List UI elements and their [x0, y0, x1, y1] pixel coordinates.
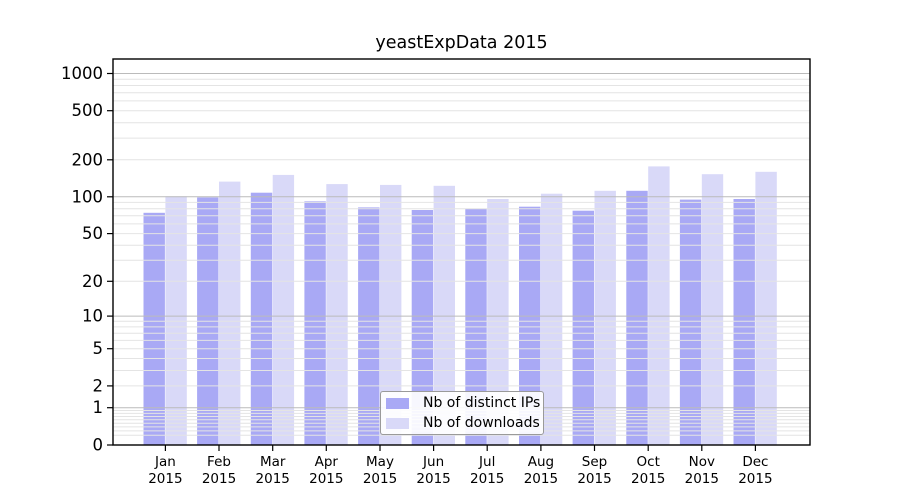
x-tick-label-year: 2015 — [631, 471, 665, 487]
x-tick-label-year: 2015 — [309, 471, 343, 487]
x-tick-label-year: 2015 — [524, 471, 558, 487]
x-tick-label-year: 2015 — [202, 471, 236, 487]
bar-jan-distinct-ips — [143, 212, 165, 445]
x-tick-label-year: 2015 — [416, 471, 450, 487]
x-tick-label-month: Aug — [528, 454, 554, 470]
x-tick-label-month: Feb — [207, 454, 231, 470]
bar-sep-downloads — [594, 190, 616, 445]
bar-may-downloads — [380, 184, 402, 445]
x-tick-label-month: Oct — [637, 454, 660, 470]
y-tick-label: 0 — [93, 436, 104, 455]
x-tick-label-month: Apr — [315, 454, 339, 470]
y-tick-label: 500 — [72, 101, 104, 120]
x-tick-label-month: Mar — [260, 454, 286, 470]
bar-mar-downloads — [272, 174, 295, 445]
bar-may-distinct-ips — [358, 207, 380, 445]
y-tick-label: 200 — [72, 150, 104, 169]
bar-nov-downloads — [701, 174, 724, 445]
x-tick-label-year: 2015 — [148, 471, 182, 487]
y-tick-label: 1000 — [61, 64, 103, 83]
x-tick-label-month: Dec — [742, 454, 768, 470]
x-tick-label-year: 2015 — [363, 471, 397, 487]
y-tick-label: 20 — [82, 272, 103, 291]
x-tick-label-year: 2015 — [577, 471, 611, 487]
bar-feb-downloads — [219, 181, 241, 445]
legend-item-distinct-ips: Nb of distinct IPs — [386, 395, 540, 411]
y-tick-label: 5 — [93, 339, 104, 358]
x-tick-label-month: Jan — [154, 454, 176, 470]
x-tick-label-year: 2015 — [738, 471, 772, 487]
legend-item-downloads: Nb of downloads — [386, 415, 540, 431]
y-tick-label: 1 — [93, 398, 104, 417]
x-tick-label-month: Jun — [422, 454, 444, 470]
legend-label-downloads: Nb of downloads — [423, 415, 540, 431]
x-tick-label-month: Nov — [689, 454, 715, 470]
y-tick-label: 2 — [93, 376, 104, 395]
bar-oct-downloads — [648, 166, 670, 445]
bar-nov-distinct-ips — [679, 199, 702, 445]
bar-apr-downloads — [326, 184, 348, 445]
chart-title: yeastExpData 2015 — [375, 33, 548, 53]
bar-apr-distinct-ips — [304, 201, 326, 445]
chart-legend: Nb of distinct IPs Nb of downloads — [380, 391, 544, 435]
x-tick-label-month: Sep — [582, 454, 607, 470]
x-tick-label-month: May — [366, 454, 394, 470]
bar-oct-distinct-ips — [626, 190, 648, 445]
bar-jan-downloads — [165, 196, 187, 445]
y-tick-label: 10 — [82, 307, 103, 326]
bar-dec-downloads — [755, 171, 777, 446]
plot-border — [112, 58, 811, 446]
x-tick-label-year: 2015 — [256, 471, 290, 487]
x-tick-label-month: Jul — [478, 454, 495, 470]
legend-swatch-downloads-icon — [386, 417, 409, 429]
x-tick-label-year: 2015 — [470, 471, 504, 487]
bar-mar-distinct-ips — [250, 192, 273, 445]
y-tick-label: 100 — [72, 187, 104, 206]
bar-jun-downloads — [433, 185, 455, 446]
legend-label-distinct-ips: Nb of distinct IPs — [423, 395, 541, 411]
x-tick-label-year: 2015 — [685, 471, 719, 487]
bar-aug-downloads — [540, 193, 563, 445]
bar-sep-distinct-ips — [572, 210, 594, 445]
y-tick-label: 50 — [82, 224, 103, 243]
legend-swatch-distinct-ips-icon — [386, 397, 409, 409]
